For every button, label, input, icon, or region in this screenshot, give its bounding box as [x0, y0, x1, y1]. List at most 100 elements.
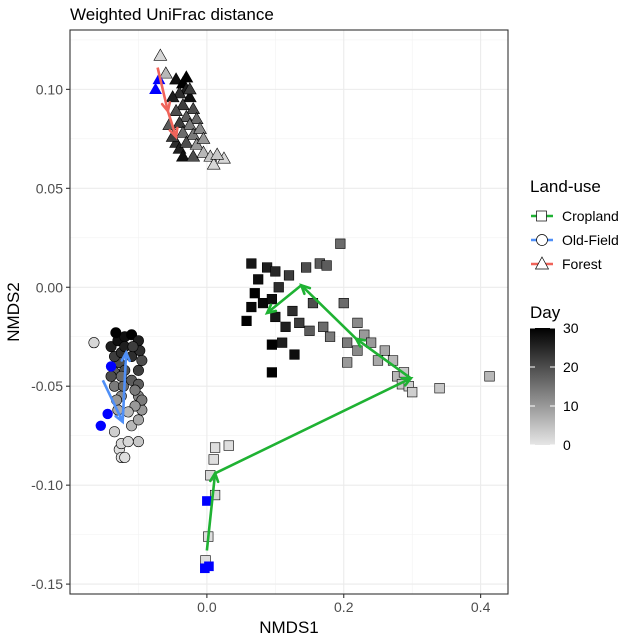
cropland-point — [283, 270, 295, 281]
cropland-point — [287, 305, 298, 317]
legend-entry-cropland: Cropland — [531, 208, 619, 224]
forest-point — [169, 103, 183, 117]
cropland-point — [342, 337, 353, 348]
x-axis-ticks: 0.0 0.2 0.4 — [197, 594, 491, 615]
colorbar-tick-label: 0 — [563, 437, 571, 453]
cropland-point — [379, 345, 390, 356]
cropland-point — [335, 238, 346, 249]
forest-trajectory — [156, 67, 179, 140]
y-tick-label: 0.05 — [36, 180, 63, 196]
forest-arrowhead — [168, 126, 179, 140]
day-colorbar-ticks: 0 10 20 30 — [530, 320, 579, 453]
y-tick-label: 0.00 — [36, 279, 63, 295]
cropland-point — [277, 337, 288, 348]
cropland-trajectory-line — [205, 283, 413, 551]
cropland-point — [289, 349, 300, 360]
plot-border — [69, 29, 509, 595]
cropland-point — [266, 294, 277, 305]
forest-point — [206, 157, 221, 170]
forest-point — [210, 147, 225, 160]
old-field-arrowhead — [114, 411, 125, 425]
old-field-trajectory — [101, 349, 131, 425]
legend-day-title: Day — [530, 303, 561, 322]
chart-title: Weighted UniFrac distance — [70, 5, 274, 24]
forest-point — [172, 115, 187, 128]
old-field-point — [132, 364, 144, 376]
forest-point — [153, 48, 168, 61]
forest-point — [172, 86, 187, 99]
old-field-point — [136, 354, 148, 366]
cropland-arrowhead — [353, 336, 367, 348]
forest-point — [149, 82, 162, 94]
cropland-point — [209, 442, 221, 453]
legend-land-use-entries: Cropland Old-Field Forest — [531, 208, 619, 272]
x-axis-title: NMDS1 — [259, 618, 319, 637]
day-colorbar — [530, 328, 555, 445]
forest-point — [158, 66, 173, 79]
y-tick-label: 0.10 — [36, 81, 63, 97]
legend-key-triangle — [534, 256, 550, 270]
old-field-point — [122, 436, 134, 448]
cropland-point — [223, 440, 234, 451]
x-tick-label: 0.4 — [471, 599, 491, 615]
cropland-point — [324, 331, 336, 342]
old-field-point — [129, 384, 141, 396]
forest-point — [193, 121, 207, 134]
forest-arrowhead — [160, 101, 172, 115]
cropland-point — [484, 371, 495, 382]
y-tick-label: -0.10 — [31, 477, 63, 493]
cropland-trajectory — [205, 283, 414, 551]
old-field-point — [127, 341, 139, 353]
legend-entry-label: Old-Field — [562, 232, 619, 248]
cropland-point — [318, 321, 329, 332]
cropland-point — [209, 489, 221, 501]
legend-entry-forest: Forest — [531, 256, 602, 272]
forest-point — [182, 117, 197, 130]
forest-point — [196, 131, 211, 144]
cropland-point — [304, 325, 315, 336]
forest-point — [165, 90, 180, 103]
legend-land-use: Land-use Cropland Old-Field Forest — [530, 177, 619, 272]
forest-point — [179, 70, 194, 83]
old-field-point — [95, 420, 106, 431]
forest-point — [176, 149, 190, 162]
old-field-point — [110, 327, 122, 339]
old-field-arrowhead — [120, 349, 131, 363]
cropland-point — [246, 258, 257, 269]
legend-entry-label: Forest — [562, 256, 602, 272]
cropland-point — [407, 387, 418, 398]
legend-land-use-title: Land-use — [530, 177, 601, 196]
cropland-point — [257, 297, 269, 309]
forest-point — [186, 149, 201, 162]
cropland-point — [352, 317, 363, 328]
cropland-point — [204, 561, 214, 572]
cropland-point — [208, 454, 219, 465]
cropland-point — [273, 282, 284, 293]
legend-key-circle — [536, 234, 548, 246]
cropland-point — [321, 260, 332, 271]
cropland-arrowhead — [264, 303, 278, 315]
colorbar-tick-label: 20 — [563, 359, 579, 375]
cropland-point — [434, 383, 445, 394]
forest-point — [182, 82, 197, 95]
forest-point — [176, 125, 190, 138]
cropland-point — [249, 288, 260, 299]
old-field-point — [105, 370, 117, 382]
old-field-point — [119, 451, 131, 463]
cropland-point — [342, 357, 353, 368]
old-field-point — [88, 337, 100, 349]
old-field-point — [108, 426, 120, 438]
cropland-point — [280, 321, 291, 332]
y-axis-ticks: -0.15 -0.10 -0.05 0.00 0.05 0.10 — [31, 81, 70, 592]
legend-entry-old-field: Old-Field — [531, 232, 619, 248]
old-field-point — [105, 361, 117, 372]
old-field-point — [132, 414, 144, 426]
old-field-point — [102, 408, 113, 420]
x-tick-label: 0.0 — [197, 599, 217, 615]
colorbar-tick-label: 10 — [563, 398, 579, 414]
forest-point — [189, 111, 204, 124]
legend-key-square — [536, 210, 547, 222]
cropland-point — [270, 311, 281, 323]
forest-point — [176, 97, 190, 111]
